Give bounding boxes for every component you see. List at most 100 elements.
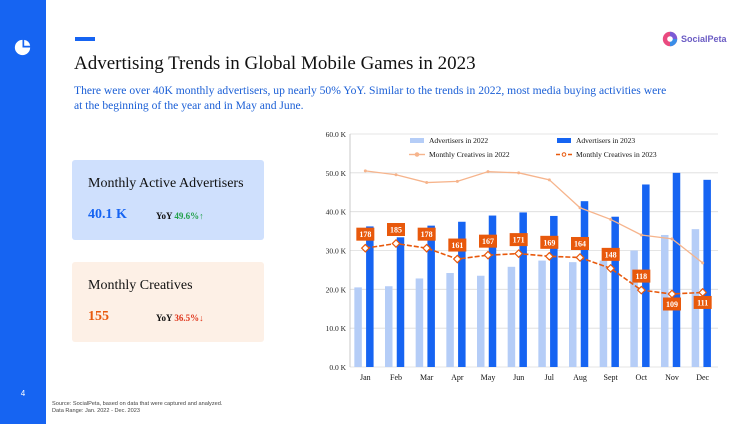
data-label: 169 — [543, 238, 555, 247]
data-label-box — [509, 233, 528, 247]
point-creatives-2022 — [547, 178, 551, 182]
data-label: 161 — [451, 241, 463, 250]
bar-advertisers-2023 — [672, 172, 681, 367]
bar-advertisers-2023 — [703, 179, 711, 367]
bar-advertisers-2023 — [366, 226, 374, 367]
bar-advertisers-2022 — [354, 287, 362, 367]
y-tick-label: 0.0 K — [329, 363, 346, 372]
point-creatives-2022 — [578, 206, 582, 210]
bar-advertisers-2022 — [599, 260, 608, 367]
data-label: 109 — [666, 300, 678, 309]
y-tick-label: 10.0 K — [326, 324, 347, 333]
point-creatives-2023 — [514, 249, 524, 259]
chart-svg: 0.0 K 10.0 K 20.0 K 30.0 K 40.0 K 50.0 K 60.0 … — [326, 130, 718, 382]
line-creatives-2023 — [365, 242, 703, 295]
x-tick-label: Nov — [665, 373, 679, 382]
point-creatives-2023 — [391, 238, 401, 249]
point-creatives-2022 — [394, 173, 398, 177]
bar-advertisers-2023 — [396, 237, 405, 367]
bar-advertisers-2022 — [538, 260, 546, 367]
legend-marker — [561, 152, 567, 157]
creatives-yoy-label: YoY — [156, 313, 173, 323]
point-creatives-2023 — [698, 287, 708, 297]
point-creatives-2023 — [636, 285, 646, 295]
point-creatives-2023 — [544, 251, 554, 261]
data-label: 148 — [605, 250, 617, 259]
point-creatives-2022 — [670, 237, 674, 241]
point-creatives-2022 — [609, 217, 613, 221]
data-label: 118 — [636, 272, 648, 281]
bar-advertisers-2023 — [519, 212, 527, 367]
y-tick-label: 50.0 K — [326, 169, 347, 178]
creatives-card: Monthly Creatives 155 YoY 36.5%↓ — [72, 262, 264, 342]
data-label-box — [448, 238, 467, 252]
point-creatives-2023 — [606, 263, 616, 273]
line-creatives-2022 — [365, 170, 704, 264]
bar-advertisers-2023 — [427, 225, 435, 367]
data-label-box — [571, 236, 589, 250]
data-label-box — [356, 227, 375, 241]
legend-swatch — [410, 138, 424, 143]
source-line: Source: SocialPeta, based on data that w… — [52, 401, 223, 407]
bar-advertisers-2022 — [446, 273, 454, 367]
data-label: 178 — [359, 230, 371, 239]
data-range-line: Data Range: Jan. 2022 - Dec. 2023 — [52, 408, 141, 415]
point-creatives-2023 — [483, 250, 493, 260]
point-creatives-2023 — [452, 254, 462, 264]
bar-advertisers-2022 — [477, 275, 485, 367]
source-note: Source: SocialPeta, based on data that w… — [52, 401, 222, 416]
point-creatives-2022 — [701, 261, 705, 265]
title-accent-bar — [75, 37, 95, 41]
advertisers-value: 40.1 K — [88, 207, 127, 222]
bar-advertisers-2022 — [630, 250, 638, 367]
data-label: 167 — [482, 237, 494, 246]
page-number: 4 — [20, 389, 26, 398]
legend-label: Monthly Creatives in 2022 — [429, 150, 510, 159]
legend-swatch — [557, 138, 571, 143]
sidebar: 4 — [0, 0, 46, 424]
point-creatives-2023 — [667, 289, 677, 299]
point-creatives-2022 — [517, 171, 521, 175]
bar-advertisers-2022 — [385, 286, 393, 367]
data-label: 171 — [513, 236, 525, 245]
y-tick-label: 20.0 K — [326, 285, 347, 294]
x-tick-label: Apr — [451, 373, 464, 382]
page-title: Advertising Trends in Global Mobile Game… — [74, 53, 476, 74]
socialpeta-logo-icon — [662, 31, 678, 47]
data-label-box — [601, 247, 620, 261]
advertisers-card-title: Monthly Active Advertisers — [88, 176, 244, 191]
advertisers-card: Monthly Active Advertisers 40.1 K YoY 49… — [72, 160, 264, 240]
x-tick-label: Oct — [636, 373, 648, 382]
data-label: 178 — [421, 230, 433, 239]
x-tick-label: Jan — [360, 373, 371, 382]
point-creatives-2022 — [363, 169, 367, 173]
point-creatives-2023 — [360, 243, 370, 253]
x-tick-label: Jul — [545, 373, 555, 382]
point-creatives-2023 — [575, 252, 585, 263]
page-subtitle: There were over 40K monthly advertisers,… — [74, 84, 667, 112]
advertisers-yoy-label: YoY — [156, 211, 173, 221]
data-label-box — [663, 297, 681, 311]
legend-label: Advertisers in 2022 — [429, 136, 488, 145]
bar-advertisers-2023 — [458, 221, 466, 367]
data-label-box — [387, 223, 405, 237]
advertisers-yoy-value: 49.6%↑ — [174, 211, 204, 221]
data-label-box — [540, 235, 559, 249]
legend-label: Monthly Creatives in 2023 — [576, 150, 657, 159]
point-creatives-2022 — [639, 233, 643, 237]
brand-logo-icon — [14, 39, 31, 56]
x-tick-label: May — [481, 373, 496, 382]
point-creatives-2022 — [425, 181, 429, 185]
data-label: 185 — [390, 226, 402, 235]
point-creatives-2023 — [422, 243, 432, 253]
data-label-box — [479, 234, 497, 248]
point-creatives-2022 — [455, 179, 459, 183]
legend-marker — [414, 152, 420, 157]
bar-advertisers-2023 — [611, 216, 619, 367]
point-creatives-2022 — [486, 170, 490, 174]
y-tick-label: 30.0 K — [326, 247, 347, 256]
data-label: 164 — [574, 239, 586, 248]
data-label-box — [693, 295, 712, 309]
creatives-yoy: YoY 36.5%↓ — [156, 313, 204, 323]
bar-advertisers-2022 — [507, 266, 516, 367]
